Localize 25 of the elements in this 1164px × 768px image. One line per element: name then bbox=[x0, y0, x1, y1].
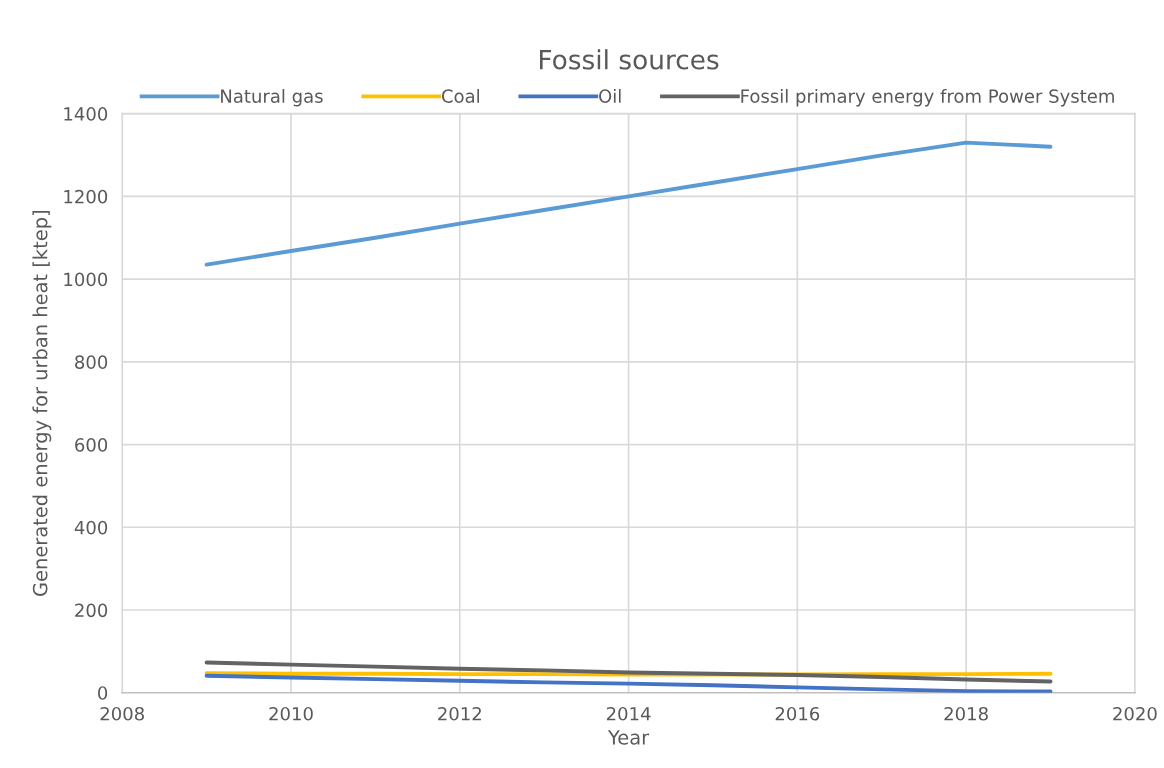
line-series bbox=[204, 140, 1053, 267]
y-tick-label: 400 bbox=[74, 520, 108, 535]
x-axis-title: Year bbox=[607, 730, 650, 745]
y-tick-label: 600 bbox=[75, 438, 108, 452]
y-axis-title: Generated energy for urban heat [ktep] bbox=[32, 211, 52, 596]
line-series bbox=[204, 673, 1053, 693]
y-tick-label: 1400 bbox=[64, 107, 108, 121]
y-tick-label: 0 bbox=[98, 686, 108, 700]
x-tick-label: 2018 bbox=[944, 706, 988, 721]
y-tick-label: 1200 bbox=[64, 189, 108, 204]
y-tick-label: 200 bbox=[75, 603, 108, 618]
line-series bbox=[204, 660, 1053, 684]
legend-label: Coal bbox=[441, 88, 479, 103]
legend-label: Natural gas bbox=[221, 88, 323, 107]
legend-label: Fossil primary energy from Power System bbox=[741, 88, 1114, 107]
x-tick-label: 2008 bbox=[100, 706, 144, 721]
x-tick-label: 2014 bbox=[606, 706, 651, 721]
y-tick-label: 800 bbox=[75, 355, 108, 369]
x-tick-label: 2012 bbox=[438, 706, 481, 721]
x-tick-label: 2020 bbox=[1113, 706, 1157, 721]
y-tick-label: 1000 bbox=[64, 272, 108, 287]
chart-title: Fossil sources bbox=[540, 49, 719, 70]
legend-label: Oil bbox=[599, 88, 621, 103]
x-tick-label: 2016 bbox=[775, 706, 820, 721]
x-tick-label: 2010 bbox=[269, 706, 313, 721]
